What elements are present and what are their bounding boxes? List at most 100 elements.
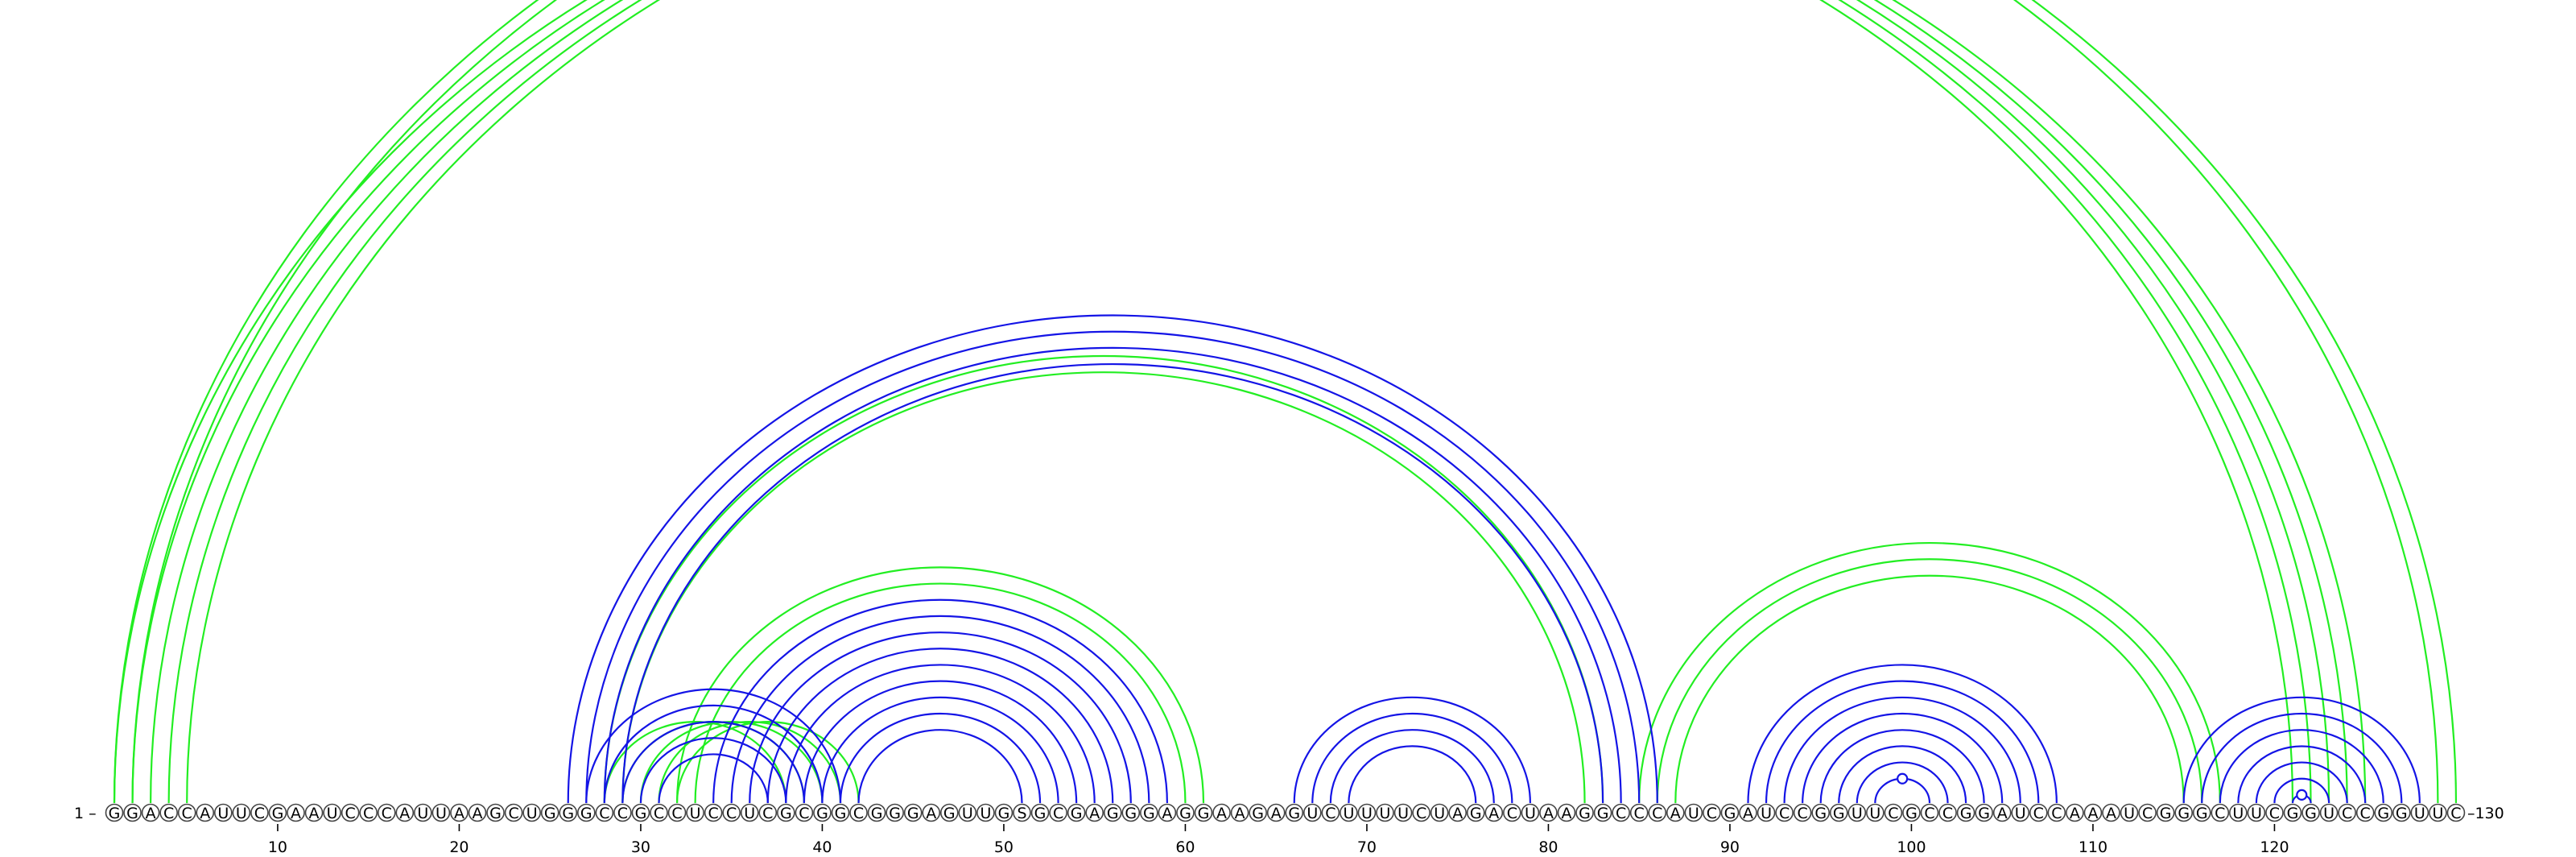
nucleotide-letter: G bbox=[943, 805, 956, 822]
base-pair-arc bbox=[857, 729, 1023, 804]
nucleotide-letter: U bbox=[1852, 805, 1863, 822]
nucleotide-letter: U bbox=[1361, 805, 1373, 822]
nucleotide-letter: C bbox=[853, 805, 864, 822]
arc-apex-marker bbox=[1897, 772, 1909, 785]
nucleotide-circle bbox=[2156, 803, 2175, 822]
nucleotide-circle bbox=[2265, 803, 2284, 822]
base-pair-arc bbox=[150, 0, 2330, 804]
nucleotide-letter: C bbox=[654, 805, 664, 822]
nucleotide-circle bbox=[1593, 803, 1612, 822]
nucleotide-letter: A bbox=[2070, 805, 2080, 822]
nucleotide-circle bbox=[2211, 803, 2230, 822]
nucleotide-circle bbox=[1121, 803, 1141, 822]
nucleotide-circle bbox=[740, 803, 759, 822]
nucleotide-52: G bbox=[1030, 803, 1050, 822]
base-pair-arc bbox=[2201, 712, 2403, 804]
nucleotide-letter: U bbox=[1397, 805, 1409, 822]
nucleotide-107: C bbox=[2029, 803, 2048, 822]
nucleotide-circle bbox=[2410, 803, 2429, 822]
nucleotide-letter: U bbox=[1688, 805, 1699, 822]
arc-apex-marker bbox=[2296, 789, 2308, 801]
nucleotide-circle bbox=[522, 803, 541, 822]
base-pair-arc bbox=[1819, 729, 1985, 804]
nucleotide-125: C bbox=[2355, 803, 2375, 822]
nucleotide-circle bbox=[359, 803, 378, 822]
nucleotide-82: G bbox=[1575, 803, 1594, 822]
nucleotide-letter: A bbox=[1271, 805, 1282, 822]
nucleotide-circle bbox=[1938, 803, 1957, 822]
sequence-start-label: 1 – bbox=[74, 805, 97, 822]
nucleotide-circle bbox=[2120, 803, 2139, 822]
nucleotide-34: C bbox=[704, 803, 723, 822]
nucleotide-118: U bbox=[2229, 803, 2248, 822]
nucleotide-93: C bbox=[1775, 803, 1794, 822]
nucleotide-circle bbox=[1757, 803, 1776, 822]
nucleotide-circle bbox=[1249, 803, 1267, 822]
nucleotide-120: C bbox=[2265, 803, 2284, 822]
base-pair-arc bbox=[167, 0, 2348, 804]
nucleotide-20: A bbox=[450, 803, 469, 822]
nucleotide-circle bbox=[1140, 803, 1158, 822]
nucleotide-letter: C bbox=[617, 805, 628, 822]
nucleotide-letter: G bbox=[2287, 805, 2299, 822]
axis-tick-label: 90 bbox=[1720, 838, 1740, 856]
nucleotide-letter: G bbox=[1179, 805, 1191, 822]
nucleotide-circle bbox=[2374, 803, 2393, 822]
nucleotide-letter: C bbox=[1616, 805, 1626, 822]
nucleotide-letter: U bbox=[690, 805, 701, 822]
base-pair-arc bbox=[1783, 696, 2021, 804]
nucleotide-letter: G bbox=[816, 805, 828, 822]
nucleotide-circle bbox=[940, 803, 959, 822]
nucleotide-circle bbox=[1629, 803, 1649, 822]
nucleotide-24: U bbox=[522, 803, 541, 822]
nucleotide-letter: G bbox=[1143, 805, 1155, 822]
axis-tick-label: 110 bbox=[2079, 838, 2107, 856]
nucleotide-112: U bbox=[2120, 803, 2139, 822]
nucleotide-circle bbox=[414, 803, 432, 822]
nucleotide-letter: G bbox=[489, 805, 502, 822]
nucleotide-letter: G bbox=[1470, 805, 1482, 822]
nucleotide-circle bbox=[1521, 803, 1540, 822]
nucleotide-letter: G bbox=[1814, 805, 1827, 822]
nucleotide-letter: A bbox=[473, 805, 483, 822]
nucleotide-102: C bbox=[1938, 803, 1957, 822]
nucleotide-letter: A bbox=[926, 805, 936, 822]
nucleotide-letter: U bbox=[236, 805, 247, 822]
nucleotide-circle bbox=[1030, 803, 1050, 822]
nucleotide-letter: G bbox=[1034, 805, 1046, 822]
nucleotide-circle bbox=[1176, 803, 1195, 822]
nucleotide-circle bbox=[631, 803, 650, 822]
nucleotide-48: U bbox=[958, 803, 977, 822]
nucleotide-letter: U bbox=[1380, 805, 1391, 822]
axis-tick-label: 60 bbox=[1175, 838, 1195, 856]
nucleotide-letter: A bbox=[146, 805, 156, 822]
nucleotide-124: C bbox=[2338, 803, 2356, 822]
nucleotide-111: A bbox=[2102, 803, 2120, 822]
nucleotide-circle bbox=[2446, 803, 2466, 822]
nucleotide-letter: C bbox=[1888, 805, 1898, 822]
nucleotide-105: A bbox=[1992, 803, 2012, 822]
nucleotide-letter: A bbox=[1235, 805, 1245, 822]
nucleotide-55: A bbox=[1085, 803, 1104, 822]
nucleotide-circle bbox=[450, 803, 469, 822]
arc-group-green bbox=[675, 566, 1205, 804]
nucleotide-77: A bbox=[1484, 803, 1504, 822]
nucleotide-letter: U bbox=[2124, 805, 2135, 822]
base-pair-arc bbox=[2182, 696, 2421, 804]
nucleotide-letter: U bbox=[1525, 805, 1536, 822]
axis-tick-label: 120 bbox=[2260, 838, 2289, 856]
arc-group-blue bbox=[567, 314, 1658, 804]
nucleotide-letter: G bbox=[1071, 805, 1083, 822]
nucleotide-123: U bbox=[2319, 803, 2339, 822]
nucleotide-72: U bbox=[1393, 803, 1413, 822]
nucleotide-letter: G bbox=[1724, 805, 1736, 822]
base-pair-arcs bbox=[113, 0, 2458, 804]
nucleotide-64: G bbox=[1249, 803, 1267, 822]
nucleotide-54: G bbox=[1067, 803, 1086, 822]
nucleotide-circle bbox=[1484, 803, 1504, 822]
nucleotide-circle bbox=[722, 803, 741, 822]
nucleotide-100: G bbox=[1902, 803, 1921, 822]
nucleotide-127: G bbox=[2392, 803, 2411, 822]
nucleotide-circle bbox=[2338, 803, 2356, 822]
nucleotide-47: G bbox=[940, 803, 959, 822]
